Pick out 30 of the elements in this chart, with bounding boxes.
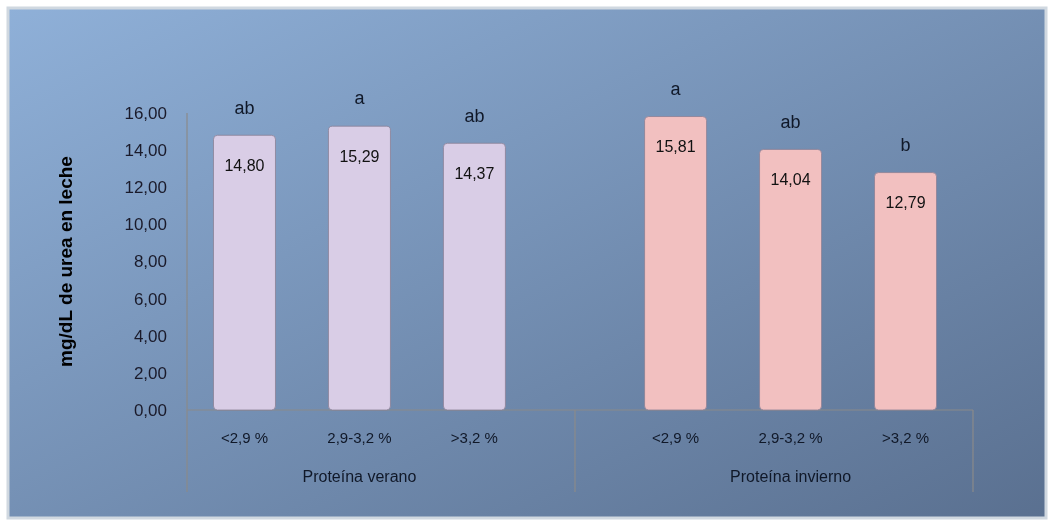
annotation: ab xyxy=(234,97,255,118)
y-tick-label: 14,00 xyxy=(124,141,167,161)
x-tick-label: <2,9 % xyxy=(220,429,269,447)
x-tick-label: <2,9 % xyxy=(652,429,700,447)
y-tick-label: 2,00 xyxy=(133,363,167,383)
y-tick-label: 6,00 xyxy=(133,289,167,309)
data-label: 15,29 xyxy=(339,147,380,165)
x-tick-label: >3,2 % xyxy=(450,429,498,447)
data-label: 15,81 xyxy=(655,138,696,156)
annotation: b xyxy=(900,134,911,155)
text: Proteína verano xyxy=(302,467,417,485)
y-tick-label: 12,00 xyxy=(124,178,167,198)
y-tick-label: 4,00 xyxy=(133,326,167,346)
x-tick-label: 2,9-3,2 % xyxy=(758,429,823,447)
annotation: ab xyxy=(464,105,485,126)
data-label: 14,37 xyxy=(454,164,495,182)
annotation: ab xyxy=(780,111,801,132)
text: a xyxy=(670,78,682,99)
y-tick-label: 0,00 xyxy=(133,400,167,420)
text: a xyxy=(354,88,366,109)
text: Proteína invierno xyxy=(730,467,852,485)
data-label: 14,80 xyxy=(224,156,265,174)
x-tick-label: >3,2 % xyxy=(881,429,930,447)
y-axis-title: mg/dL de urea en leche xyxy=(55,156,76,367)
y-tick-label: 8,00 xyxy=(133,252,167,272)
data-label: 14,04 xyxy=(770,170,811,188)
x-tick-label: 2,9-3,2 % xyxy=(327,429,392,447)
y-tick-label: 10,00 xyxy=(124,215,167,235)
data-label: 12,79 xyxy=(885,194,926,212)
y-tick-label: 16,00 xyxy=(124,103,167,123)
